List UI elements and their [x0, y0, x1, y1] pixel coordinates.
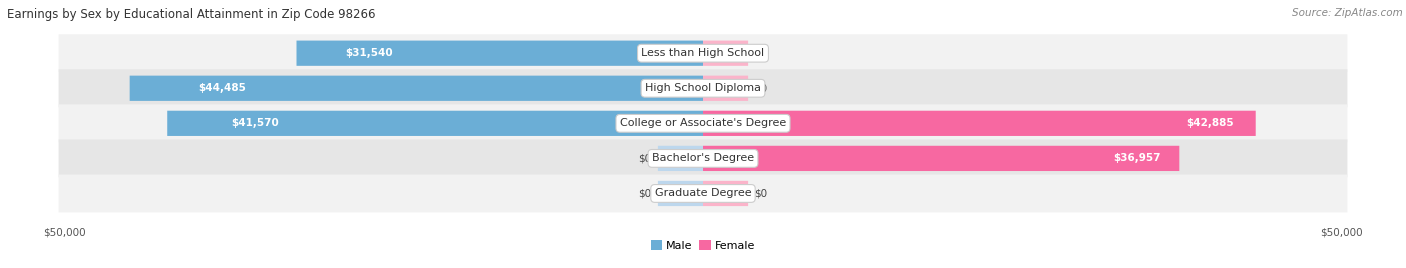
Text: $0: $0 [755, 188, 768, 199]
FancyBboxPatch shape [658, 181, 703, 206]
Text: Bachelor's Degree: Bachelor's Degree [652, 153, 754, 163]
Text: $42,885: $42,885 [1187, 118, 1233, 128]
Text: $0: $0 [755, 83, 768, 93]
Text: College or Associate's Degree: College or Associate's Degree [620, 118, 786, 128]
Text: $0: $0 [638, 153, 651, 163]
Text: $44,485: $44,485 [198, 83, 246, 93]
Text: $31,540: $31,540 [346, 48, 392, 58]
Text: $0: $0 [638, 188, 651, 199]
Text: Less than High School: Less than High School [641, 48, 765, 58]
Text: Graduate Degree: Graduate Degree [655, 188, 751, 199]
FancyBboxPatch shape [59, 105, 1347, 142]
FancyBboxPatch shape [703, 40, 748, 66]
FancyBboxPatch shape [59, 34, 1347, 72]
FancyBboxPatch shape [703, 111, 1256, 136]
Text: Source: ZipAtlas.com: Source: ZipAtlas.com [1292, 8, 1403, 18]
FancyBboxPatch shape [129, 76, 703, 101]
FancyBboxPatch shape [703, 181, 748, 206]
FancyBboxPatch shape [59, 139, 1347, 177]
Legend: Male, Female: Male, Female [647, 236, 759, 255]
Text: $41,570: $41,570 [232, 118, 280, 128]
FancyBboxPatch shape [59, 174, 1347, 213]
Text: $0: $0 [755, 48, 768, 58]
Text: $36,957: $36,957 [1112, 153, 1160, 163]
FancyBboxPatch shape [658, 146, 703, 171]
Text: Earnings by Sex by Educational Attainment in Zip Code 98266: Earnings by Sex by Educational Attainmen… [7, 8, 375, 21]
FancyBboxPatch shape [59, 69, 1347, 107]
FancyBboxPatch shape [297, 40, 703, 66]
Text: $50,000: $50,000 [44, 227, 86, 237]
FancyBboxPatch shape [703, 76, 748, 101]
Text: High School Diploma: High School Diploma [645, 83, 761, 93]
FancyBboxPatch shape [703, 146, 1180, 171]
Text: $50,000: $50,000 [1320, 227, 1362, 237]
FancyBboxPatch shape [167, 111, 703, 136]
